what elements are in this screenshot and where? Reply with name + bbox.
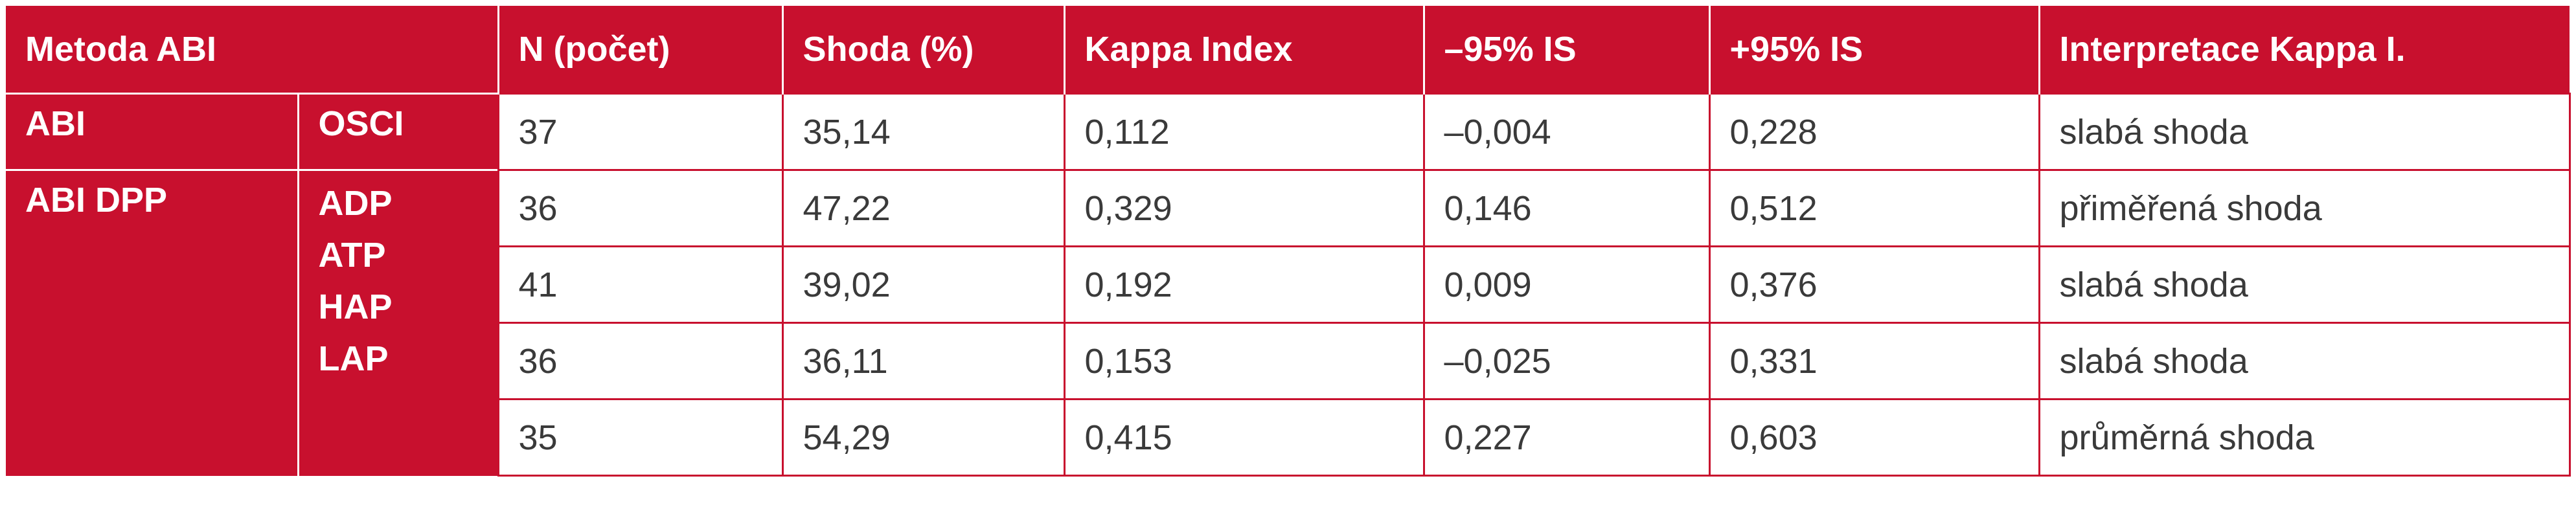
cell-agreement: 54,29 xyxy=(781,398,1064,477)
cell-kappa: 0,192 xyxy=(1063,245,1424,323)
header-ci-high: +95% IS xyxy=(1708,6,2039,94)
cell-ci-high: 0,331 xyxy=(1708,322,2039,400)
cell-interpretation: slabá shoda xyxy=(2038,245,2571,323)
cell-kappa: 0,415 xyxy=(1063,398,1424,477)
cell-n: 36 xyxy=(497,322,782,400)
table-row: ABI OSCI 37 35,14 0,112 –0,004 0,228 sla… xyxy=(6,93,2571,170)
cell-ci-low: –0,025 xyxy=(1422,322,1709,400)
group-label-abi-dpp: ABI DPP xyxy=(6,169,298,476)
cell-ci-high: 0,512 xyxy=(1708,169,2039,247)
header-row: Metoda ABI N (počet) Shoda (%) Kappa Ind… xyxy=(6,6,2570,94)
table-row: 36 36,11 0,153 –0,025 0,331 slabá shoda xyxy=(6,322,2571,400)
cell-ci-high: 0,228 xyxy=(1708,93,2039,170)
group-sub-osci: OSCI xyxy=(297,93,498,170)
cell-interpretation: přiměřená shoda xyxy=(2038,169,2571,247)
cell-kappa: 0,329 xyxy=(1063,169,1424,247)
cell-interpretation: slabá shoda xyxy=(2038,322,2571,400)
cell-ci-low: –0,004 xyxy=(1422,93,1709,170)
cell-agreement: 36,11 xyxy=(781,322,1064,400)
cell-n: 36 xyxy=(497,169,782,247)
cell-ci-high: 0,376 xyxy=(1708,245,2039,323)
cell-n: 35 xyxy=(497,398,782,477)
header-kappa: Kappa Index xyxy=(1063,6,1424,94)
table-container: Metoda ABI N (počet) Shoda (%) Kappa Ind… xyxy=(6,6,2571,512)
header-ci-low: –95% IS xyxy=(1422,6,1709,94)
cell-ci-low: 0,146 xyxy=(1422,169,1709,247)
table-row: 41 39,02 0,192 0,009 0,376 slabá shoda xyxy=(6,245,2571,323)
cell-ci-high: 0,603 xyxy=(1708,398,2039,477)
group-sub-atp: ATP xyxy=(318,236,386,275)
group-label-abi: ABI xyxy=(6,93,298,170)
header-agreement: Shoda (%) xyxy=(781,6,1064,94)
cell-ci-low: 0,009 xyxy=(1422,245,1709,323)
cell-kappa: 0,112 xyxy=(1063,93,1424,170)
cell-agreement: 47,22 xyxy=(781,169,1064,247)
cell-interpretation: průměrná shoda xyxy=(2038,398,2571,477)
kappa-agreement-table: Metoda ABI N (počet) Shoda (%) Kappa Ind… xyxy=(6,6,2571,477)
cell-n: 37 xyxy=(497,93,782,170)
table-row: ABI DPP ADP ATP HAP LAP 36 47,22 0,329 0… xyxy=(6,169,2571,476)
cell-interpretation: slabá shoda xyxy=(2038,93,2571,170)
cell-ci-low: 0,227 xyxy=(1422,398,1709,477)
cell-agreement: 35,14 xyxy=(781,93,1064,170)
header-method: Metoda ABI xyxy=(6,6,498,94)
cell-kappa: 0,153 xyxy=(1063,322,1424,400)
group-sub-adp: ADP xyxy=(318,184,393,223)
group-sub-list: ADP ATP HAP LAP xyxy=(297,169,498,476)
group-sub-hap: HAP xyxy=(318,287,393,326)
table-row: 35 54,29 0,415 0,227 0,603 průměrná shod… xyxy=(6,398,2571,477)
header-n: N (počet) xyxy=(497,6,782,94)
cell-agreement: 39,02 xyxy=(781,245,1064,323)
group-sub-lap: LAP xyxy=(318,339,389,378)
header-interpretation: Interpretace Kappa I. xyxy=(2038,6,2570,94)
cell-n: 41 xyxy=(497,245,782,323)
